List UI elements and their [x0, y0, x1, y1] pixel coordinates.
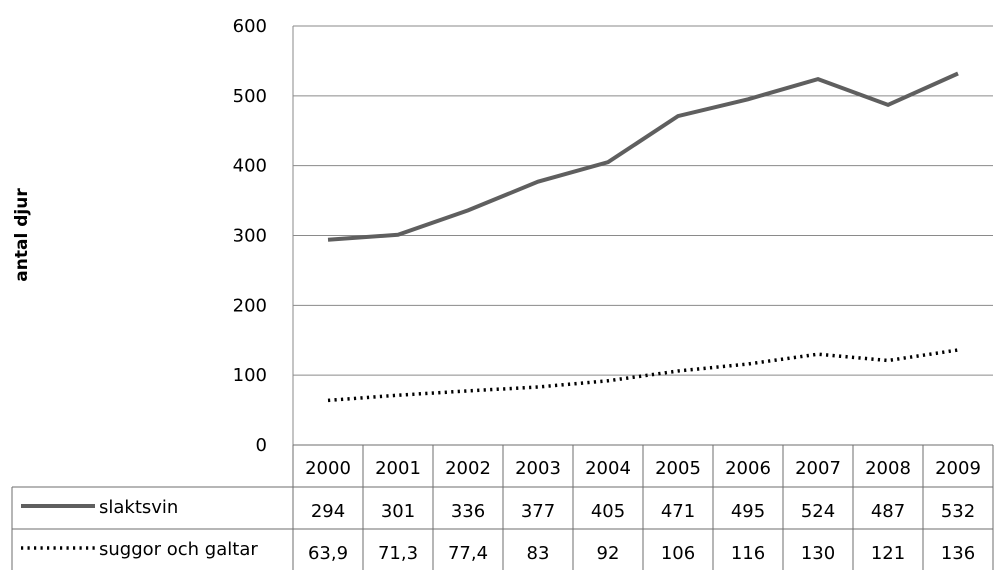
- y-tick-label: 600: [233, 16, 267, 37]
- y-tick-label: 0: [256, 435, 267, 456]
- category-label: 2009: [935, 458, 981, 479]
- data-label: 487: [871, 501, 905, 522]
- data-label: 106: [661, 543, 695, 564]
- data-label: 71,3: [378, 543, 418, 564]
- category-label: 2000: [305, 458, 351, 479]
- series-line-suggor-och-galtar: [327, 348, 959, 403]
- data-label: 121: [871, 543, 905, 564]
- y-axis-label: antal djur: [12, 188, 32, 282]
- data-label: 294: [311, 501, 345, 522]
- data-label: 92: [597, 543, 620, 564]
- y-tick-label: 100: [233, 365, 267, 386]
- series-lines: [327, 71, 959, 403]
- y-tick-label: 500: [233, 86, 267, 107]
- legend-label: slaktsvin: [99, 497, 178, 518]
- legend-label: suggor och galtar: [99, 539, 258, 560]
- y-tick-label: 200: [233, 295, 267, 316]
- category-label: 2004: [585, 458, 631, 479]
- data-label: 377: [521, 501, 555, 522]
- data-label: 532: [941, 501, 975, 522]
- gridlines: [292, 25, 993, 446]
- data-label: 301: [381, 501, 415, 522]
- category-label: 2002: [445, 458, 491, 479]
- category-label: 2008: [865, 458, 911, 479]
- category-label: 2005: [655, 458, 701, 479]
- data-label: 116: [731, 543, 765, 564]
- category-label: 2007: [795, 458, 841, 479]
- data-label: 471: [661, 501, 695, 522]
- data-label: 130: [801, 543, 835, 564]
- category-label: 2006: [725, 458, 771, 479]
- series-line-slaktsvin: [327, 71, 959, 242]
- data-label: 495: [731, 501, 765, 522]
- data-label: 63,9: [308, 543, 348, 564]
- y-axis-ticks: 0 100 200 300 400 500 600: [233, 16, 267, 456]
- data-label: 83: [527, 543, 550, 564]
- data-label: 336: [451, 501, 485, 522]
- category-label: 2001: [375, 458, 421, 479]
- category-label: 2003: [515, 458, 561, 479]
- data-label: 77,4: [448, 543, 488, 564]
- data-label: 405: [591, 501, 625, 522]
- y-tick-label: 300: [233, 226, 267, 247]
- data-label: 524: [801, 501, 835, 522]
- data-table: 2000 2001 2002 2003 2004 2005 2006 2007 2008 2009…: [11, 444, 994, 570]
- y-tick-label: 400: [233, 156, 267, 177]
- data-label: 136: [941, 543, 975, 564]
